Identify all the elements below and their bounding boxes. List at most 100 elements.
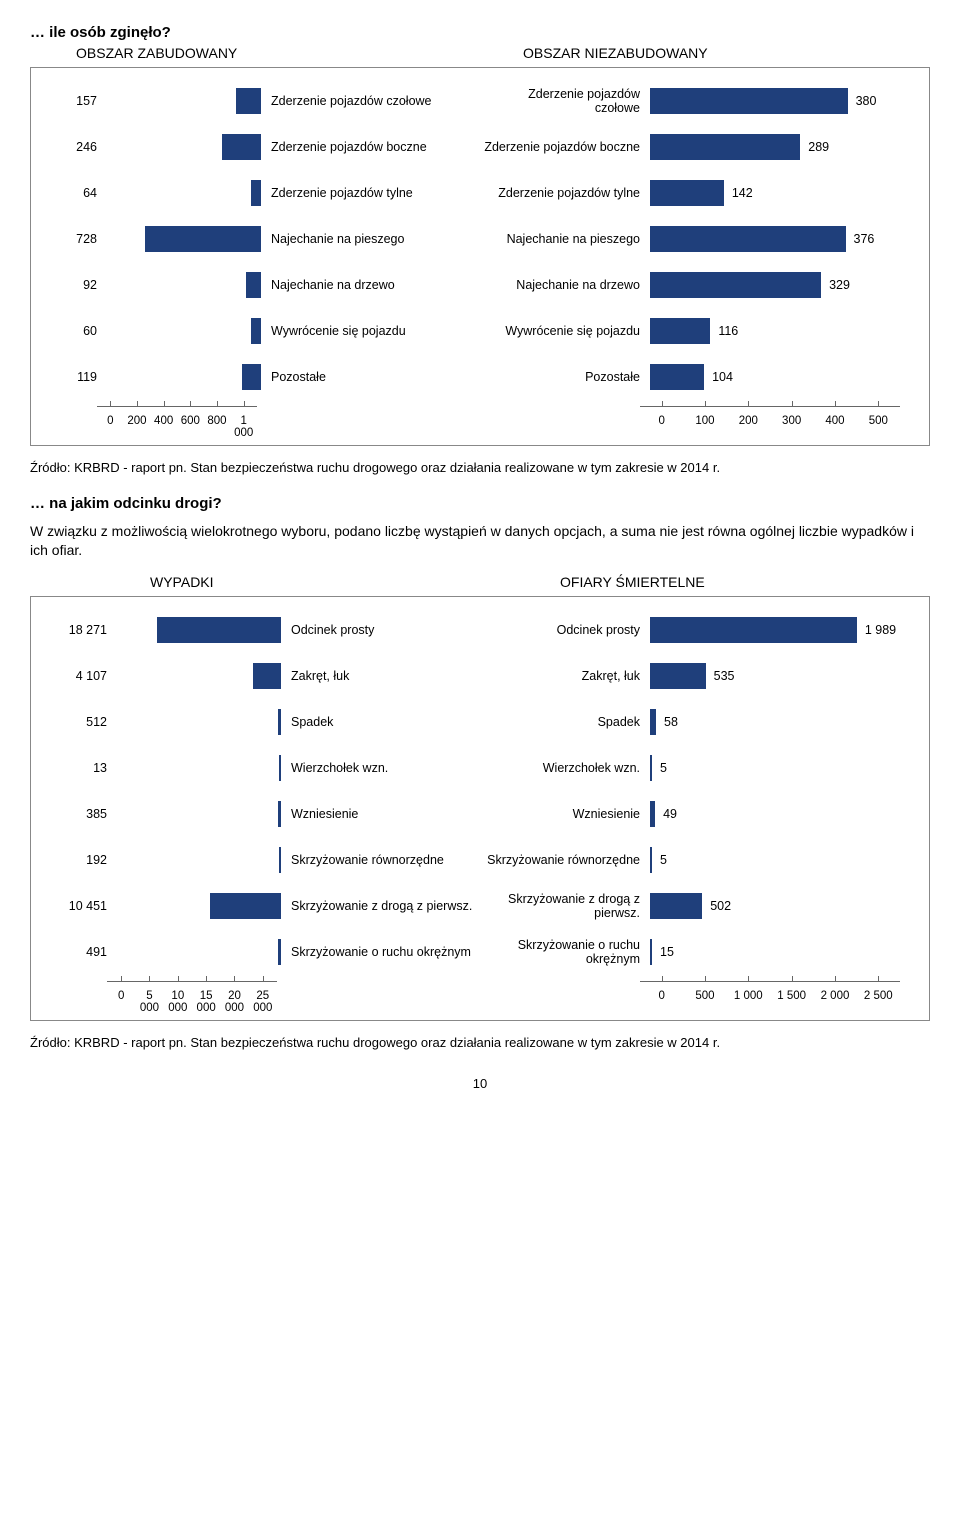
subhead-row-2: WYPADKI OFIARY ŚMIERTELNE bbox=[150, 574, 930, 590]
chart-row: Spadek 58 bbox=[480, 699, 923, 745]
bar bbox=[650, 893, 702, 919]
bar bbox=[242, 364, 261, 390]
bar bbox=[650, 134, 800, 160]
bar bbox=[650, 226, 846, 252]
bar-area bbox=[111, 939, 281, 965]
bar bbox=[251, 180, 261, 206]
bar-value: 119 bbox=[37, 370, 101, 384]
bar-area bbox=[111, 801, 281, 827]
bar bbox=[251, 318, 261, 344]
axis-tick: 400 bbox=[150, 407, 177, 439]
bar-value: 376 bbox=[846, 232, 875, 246]
bar bbox=[222, 134, 261, 160]
bar-area: 380 bbox=[650, 88, 923, 114]
chart-row: Zderzenie pojazdów boczne289 bbox=[480, 124, 923, 170]
bar-label: Pozostałe bbox=[480, 370, 650, 384]
chart-row: Zakręt, łuk535 bbox=[480, 653, 923, 699]
bar-label: Skrzyżowanie z drogą z pierwsz. bbox=[480, 892, 650, 920]
bar-value: 1 989 bbox=[857, 623, 896, 637]
chart-row: Pozostałe104 bbox=[480, 354, 923, 400]
bar-label: Najechanie na pieszego bbox=[480, 232, 650, 246]
bar-label: Zderzenie pojazdów boczne bbox=[480, 140, 650, 154]
chart-2: 18 271Odcinek prosty4 107Zakręt, łuk 512 S… bbox=[30, 596, 930, 1021]
chart-row: 64Zderzenie pojazdów tylne bbox=[37, 170, 480, 216]
bar-label: Odcinek prosty bbox=[480, 623, 650, 637]
bar-label: Najechanie na drzewo bbox=[480, 278, 650, 292]
bar-area bbox=[101, 318, 261, 344]
bar-value: 116 bbox=[710, 324, 738, 338]
bar-area bbox=[111, 617, 281, 643]
subhead-left-2: WYPADKI bbox=[150, 574, 520, 590]
bar bbox=[650, 364, 704, 390]
bar-area bbox=[111, 893, 281, 919]
bar-area bbox=[111, 847, 281, 873]
chart-row: 246Zderzenie pojazdów boczne bbox=[37, 124, 480, 170]
bar-area: 1 989 bbox=[650, 617, 923, 643]
section-title-2: … na jakim odcinku drogi? bbox=[30, 495, 930, 512]
chart-1: 157Zderzenie pojazdów czołowe246Zderzeni… bbox=[30, 67, 930, 446]
bar-area bbox=[101, 88, 261, 114]
axis-tick: 600 bbox=[177, 407, 204, 439]
bar-value: 5 bbox=[652, 761, 667, 775]
bar-area: 15 bbox=[650, 939, 923, 965]
bar-area bbox=[101, 364, 261, 390]
bar-value: 535 bbox=[706, 669, 735, 683]
bar-area bbox=[111, 709, 281, 735]
bar-area bbox=[101, 180, 261, 206]
axis-tick: 25 000 bbox=[249, 982, 277, 1014]
bar bbox=[253, 663, 281, 689]
x-axis: 1 0008006004002000 bbox=[97, 406, 257, 439]
bar-label: Wywrócenie się pojazdu bbox=[480, 324, 650, 338]
bar-area: 502 bbox=[650, 893, 923, 919]
bar-value: 491 bbox=[37, 945, 111, 959]
bar-value: 512 bbox=[37, 715, 111, 729]
bar-area: 58 bbox=[650, 709, 923, 735]
bar-area: 49 bbox=[650, 801, 923, 827]
bar-label: Skrzyżowanie o ruchu okrężnym bbox=[480, 938, 650, 966]
bar-value: 58 bbox=[656, 715, 678, 729]
axis-tick: 0 bbox=[107, 982, 135, 1014]
axis-tick: 400 bbox=[813, 407, 856, 427]
axis-tick: 800 bbox=[204, 407, 231, 439]
bar-area: 535 bbox=[650, 663, 923, 689]
bar-label: Spadek bbox=[480, 715, 650, 729]
bar-value: 728 bbox=[37, 232, 101, 246]
subhead-right-1: OBSZAR NIEZABUDOWANY bbox=[483, 45, 930, 61]
axis-tick: 15 000 bbox=[192, 982, 220, 1014]
bar-label: Najechanie na drzewo bbox=[261, 278, 480, 292]
chart-row: 4 107Zakręt, łuk bbox=[37, 653, 480, 699]
section-title-1: … ile osób zginęło? bbox=[30, 24, 930, 41]
chart-row: Skrzyżowanie z drogą z pierwsz.502 bbox=[480, 883, 923, 929]
chart-row: Wywrócenie się pojazdu 116 bbox=[480, 308, 923, 354]
bar-value: 385 bbox=[37, 807, 111, 821]
bar-value: 13 bbox=[37, 761, 111, 775]
bar-label: Wierzchołek wzn. bbox=[281, 761, 480, 775]
bar bbox=[650, 617, 857, 643]
x-axis: 05001 0001 5002 0002 500 bbox=[640, 981, 900, 1002]
chart-row: Skrzyżowanie równorzędne5 bbox=[480, 837, 923, 883]
chart-row: Zderzenie pojazdów czołowe380 bbox=[480, 78, 923, 124]
chart-row: 385Wzniesienie bbox=[37, 791, 480, 837]
bar-value: 92 bbox=[37, 278, 101, 292]
bar-value: 142 bbox=[724, 186, 753, 200]
chart-row: Wzniesienie49 bbox=[480, 791, 923, 837]
bar bbox=[246, 272, 261, 298]
bar-label: Skrzyżowanie z drogą z pierwsz. bbox=[281, 899, 480, 913]
chart-row: 60Wywrócenie się pojazdu bbox=[37, 308, 480, 354]
axis-tick: 2 000 bbox=[813, 982, 856, 1002]
bar-value: 10 451 bbox=[37, 899, 111, 913]
bar-value: 5 bbox=[652, 853, 667, 867]
axis-tick: 0 bbox=[640, 982, 683, 1002]
chart-row: 13 Wierzchołek wzn. bbox=[37, 745, 480, 791]
axis-tick: 500 bbox=[857, 407, 900, 427]
bar-label: Wzniesienie bbox=[480, 807, 650, 821]
axis-tick: 100 bbox=[683, 407, 726, 427]
bar-label: Wywrócenie się pojazdu bbox=[261, 324, 480, 338]
bar-area: 5 bbox=[650, 847, 923, 873]
subhead-left-1: OBSZAR ZABUDOWANY bbox=[76, 45, 483, 61]
source-1: Źródło: KRBRD - raport pn. Stan bezpiecz… bbox=[30, 460, 930, 475]
chart-row: 18 271Odcinek prosty bbox=[37, 607, 480, 653]
bar-label: Skrzyżowanie o ruchu okrężnym bbox=[281, 945, 480, 959]
bar-value: 15 bbox=[652, 945, 674, 959]
chart-row: 10 451 Skrzyżowanie z drogą z pierwsz. bbox=[37, 883, 480, 929]
